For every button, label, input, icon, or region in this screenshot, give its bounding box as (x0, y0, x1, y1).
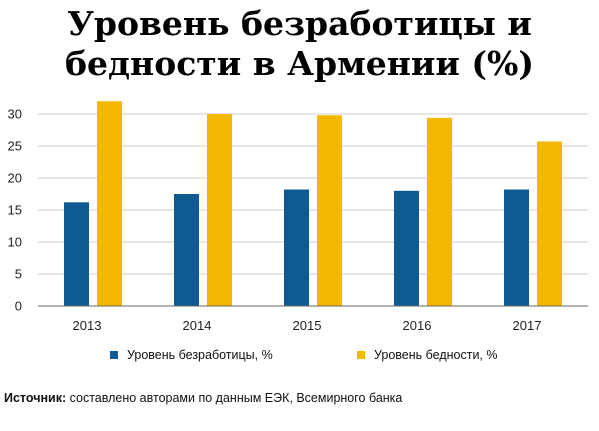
legend-label-unemployment: Уровень безработицы, % (127, 348, 273, 362)
source-note: Источник: составлено авторами по данным … (4, 391, 402, 405)
chart-title: Уровень безработицы и бедности в Армении… (0, 4, 599, 84)
bar-poverty-2013 (97, 101, 122, 306)
bar-poverty-2014 (207, 114, 232, 306)
x-tick-label: 2015 (293, 318, 322, 333)
bar-unemployment-2016 (394, 190, 419, 306)
source-text: составлено авторами по данным ЕЭК, Всеми… (66, 391, 403, 405)
bar-unemployment-2015 (284, 189, 309, 306)
bar-unemployment-2017 (504, 189, 529, 306)
x-tick-label: 2014 (183, 318, 212, 333)
y-tick-label: 15 (8, 203, 22, 218)
y-tick-label: 25 (8, 139, 22, 154)
x-tick-label: 2013 (73, 318, 102, 333)
bar-poverty-2016 (427, 117, 452, 306)
chart-title-line-1: Уровень безработицы и (67, 4, 532, 43)
legend-label-poverty: Уровень бедности, % (374, 348, 498, 362)
y-axis-ticks: 0 5 10 15 20 25 30 (8, 107, 22, 314)
legend: Уровень безработицы, % Уровень бедности, … (110, 348, 498, 362)
bar-poverty-2015 (317, 115, 342, 306)
bars (38, 101, 588, 307)
bar-unemployment-2014 (174, 194, 199, 306)
y-tick-label: 0 (15, 299, 22, 314)
y-tick-label: 30 (8, 107, 22, 122)
y-tick-label: 10 (8, 235, 22, 250)
x-axis-ticks: 2013 2014 2015 2016 2017 (73, 318, 542, 333)
bar-poverty-2017 (537, 141, 562, 306)
legend-swatch-poverty (357, 351, 365, 359)
x-tick-label: 2017 (513, 318, 542, 333)
source-label: Источник: (4, 391, 67, 405)
chart-title-line-2: бедности в Армении (%) (65, 44, 534, 83)
y-tick-label: 20 (8, 171, 22, 186)
x-tick-label: 2016 (403, 318, 432, 333)
legend-swatch-unemployment (110, 351, 118, 359)
y-tick-label: 5 (15, 267, 22, 282)
bar-unemployment-2013 (64, 202, 89, 306)
